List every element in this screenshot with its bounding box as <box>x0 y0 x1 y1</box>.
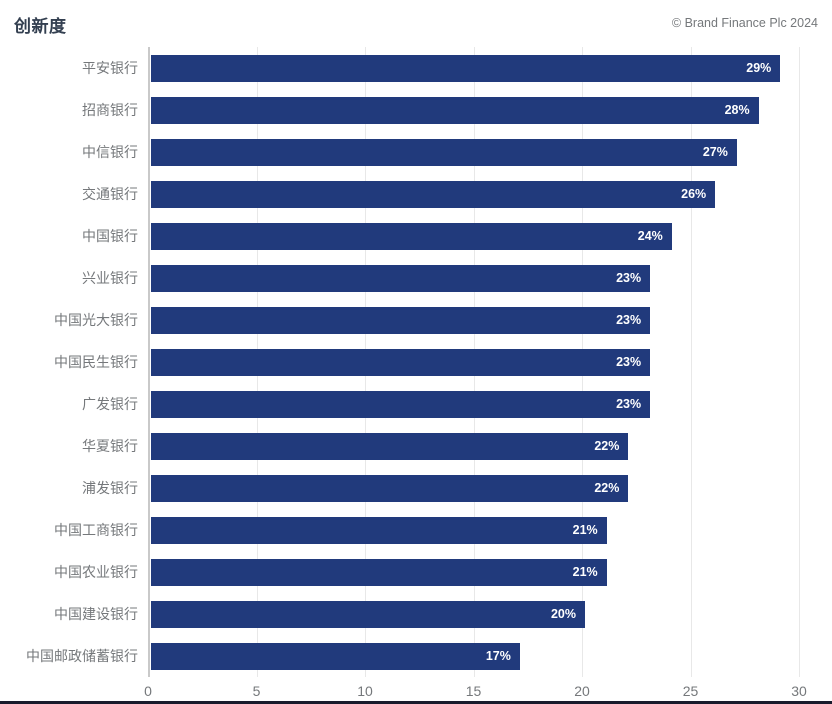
bar-track: 20% <box>148 600 799 628</box>
bar: 27% <box>151 138 737 166</box>
bar-track: 22% <box>148 432 799 460</box>
copyright-text: © Brand Finance Plc 2024 <box>671 16 818 30</box>
bar-track: 28% <box>148 96 799 124</box>
bar-track: 23% <box>148 348 799 376</box>
x-axis-tick: 0 <box>144 683 152 699</box>
bar-row: 浦发银行 22% <box>0 467 799 509</box>
bar-track: 22% <box>148 474 799 502</box>
bar-value-label: 23% <box>616 355 642 369</box>
bar-track: 23% <box>148 390 799 418</box>
gridline <box>799 47 800 677</box>
bar-value-label: 17% <box>485 649 511 663</box>
bar: 21% <box>151 516 607 544</box>
y-axis-line <box>148 47 150 677</box>
bank-label: 中国民生银行 <box>54 354 138 370</box>
bar: 22% <box>151 432 629 460</box>
bar-track: 17% <box>148 642 799 670</box>
bar-value-label: 20% <box>550 607 576 621</box>
bar-value-label: 28% <box>724 103 750 117</box>
bottom-border <box>0 701 832 704</box>
bar-value-label: 23% <box>616 397 642 411</box>
bank-label: 中国邮政储蓄银行 <box>26 648 138 664</box>
bar-value-label: 23% <box>616 271 642 285</box>
x-axis-tick: 20 <box>574 683 590 699</box>
bar-track: 23% <box>148 264 799 292</box>
bank-label: 广发银行 <box>82 396 138 412</box>
bar-row: 中信银行 27% <box>0 131 799 173</box>
bar-value-label: 22% <box>594 439 620 453</box>
bar-track: 23% <box>148 306 799 334</box>
bar-rows: 平安银行 29% 招商银行 28% 中信银行 27% 交通银行 26% <box>0 47 799 677</box>
bar-row: 中国建设银行 20% <box>0 593 799 635</box>
bar: 24% <box>151 222 672 250</box>
bank-label: 浦发银行 <box>82 480 138 496</box>
bar: 28% <box>151 96 759 124</box>
bar-row: 交通银行 26% <box>0 173 799 215</box>
x-axis-tick: 5 <box>252 683 261 699</box>
bar: 26% <box>151 180 716 208</box>
bar: 23% <box>151 348 651 376</box>
bank-label: 中国光大银行 <box>54 312 138 328</box>
bank-label: 招商银行 <box>82 102 138 118</box>
bar: 23% <box>151 390 651 418</box>
bar: 23% <box>151 264 651 292</box>
bar: 21% <box>151 558 607 586</box>
x-axis-tick: 30 <box>791 683 807 699</box>
bar-value-label: 26% <box>681 187 707 201</box>
bar-row: 兴业银行 23% <box>0 257 799 299</box>
bar-row: 广发银行 23% <box>0 383 799 425</box>
bar-track: 21% <box>148 516 799 544</box>
bar-row: 中国农业银行 21% <box>0 551 799 593</box>
bar-row: 中国工商银行 21% <box>0 509 799 551</box>
bar-chart: 平安银行 29% 招商银行 28% 中信银行 27% 交通银行 26% <box>0 47 800 677</box>
bar-track: 26% <box>148 180 799 208</box>
gridline <box>690 47 692 677</box>
bar-row: 中国光大银行 23% <box>0 299 799 341</box>
x-axis-tick: 25 <box>682 683 699 699</box>
bar-value-label: 21% <box>572 565 598 579</box>
bank-label: 华夏银行 <box>82 438 138 454</box>
x-axis: 0 5 10 15 20 25 30 <box>144 683 807 701</box>
bar-value-label: 22% <box>594 481 620 495</box>
bar-track: 24% <box>148 222 799 250</box>
bar-row: 中国银行 24% <box>0 215 799 257</box>
bar-row: 平安银行 29% <box>0 47 799 89</box>
page-title: 创新度 <box>14 17 67 36</box>
bar: 29% <box>151 54 781 82</box>
bar-track: 27% <box>148 138 799 166</box>
bank-label: 中信银行 <box>82 144 138 160</box>
bar-track: 29% <box>148 54 799 82</box>
x-axis-tick: 15 <box>465 683 482 699</box>
bar: 17% <box>151 642 520 670</box>
bar-value-label: 21% <box>572 523 598 537</box>
bank-label: 平安银行 <box>82 60 138 76</box>
bar-value-label: 29% <box>746 61 772 75</box>
bank-label: 中国银行 <box>82 228 138 244</box>
bar-row: 招商银行 28% <box>0 89 799 131</box>
bank-label: 交通银行 <box>82 186 138 202</box>
bar-row: 华夏银行 22% <box>0 425 799 467</box>
bank-label: 中国工商银行 <box>54 522 138 538</box>
bar-value-label: 23% <box>616 313 642 327</box>
bar-track: 21% <box>148 558 799 586</box>
bank-label: 中国建设银行 <box>54 606 138 622</box>
bar-value-label: 27% <box>702 145 728 159</box>
bank-label: 中国农业银行 <box>54 564 138 580</box>
bar: 22% <box>151 474 629 502</box>
bar-value-label: 24% <box>637 229 663 243</box>
x-axis-tick: 10 <box>357 683 373 699</box>
bank-label: 兴业银行 <box>82 270 138 286</box>
bar: 23% <box>151 306 651 334</box>
bar: 20% <box>151 600 585 628</box>
bar-row: 中国民生银行 23% <box>0 341 799 383</box>
bar-row: 中国邮政储蓄银行 17% <box>0 635 799 677</box>
